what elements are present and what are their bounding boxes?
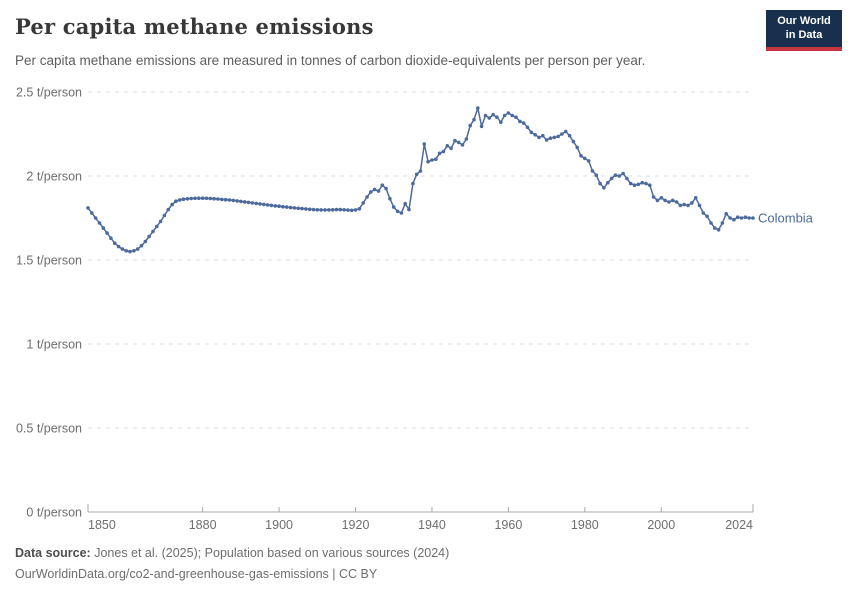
x-axis-tick-label: 1880 bbox=[189, 518, 217, 532]
series-line-colombia[interactable] bbox=[87, 107, 754, 253]
y-axis-tick-label: 1.5 t/person bbox=[16, 254, 82, 268]
chart-footer: Data source: Jones et al. (2025); Popula… bbox=[15, 543, 449, 585]
y-axis-tick-label: 0.5 t/person bbox=[16, 422, 82, 436]
owid-logo-line1: Our World bbox=[777, 15, 831, 27]
x-axis-tick-label: 1850 bbox=[88, 518, 116, 532]
gridlines: 0 t/person 0.5 t/person 1 t/person 1.5 t/pe… bbox=[16, 86, 753, 520]
owid-logo[interactable]: Our World in Data bbox=[766, 10, 842, 51]
data-source-text[interactable]: Jones et al. (2025); Population based on… bbox=[90, 546, 450, 560]
x-axis-tick-label: 1980 bbox=[571, 518, 599, 532]
x-axis-tick-label: 1920 bbox=[342, 518, 370, 532]
x-axis-tick-label: 2000 bbox=[647, 518, 675, 532]
y-axis-tick-label: 2.5 t/person bbox=[16, 86, 82, 100]
x-axis-tick-label: 1900 bbox=[265, 518, 293, 532]
y-axis-tick-label: 2 t/person bbox=[26, 170, 82, 184]
chart-title: Per capita methane emissions bbox=[15, 14, 374, 39]
y-axis-tick-label: 0 t/person bbox=[26, 506, 82, 520]
series-points-colombia[interactable] bbox=[86, 106, 755, 254]
y-axis-tick-label: 1 t/person bbox=[26, 338, 82, 352]
data-source-line: Data source: Jones et al. (2025); Popula… bbox=[15, 543, 449, 564]
x-axis: 1850 1880 1900 1920 1940 1960 1980 2000 2024 bbox=[87, 504, 754, 532]
x-axis-tick-label: 1940 bbox=[418, 518, 446, 532]
data-source-label: Data source: bbox=[15, 546, 91, 560]
x-axis-tick-label: 1960 bbox=[494, 518, 522, 532]
x-axis-tick-label: 2024 bbox=[725, 518, 753, 532]
owid-logo-line2: in Data bbox=[785, 28, 823, 41]
series-label-colombia[interactable]: Colombia bbox=[758, 211, 814, 226]
chart-subtitle: Per capita methane emissions are measure… bbox=[15, 53, 646, 68]
license-line[interactable]: OurWorldinData.org/co2-and-greenhouse-ga… bbox=[15, 567, 378, 581]
